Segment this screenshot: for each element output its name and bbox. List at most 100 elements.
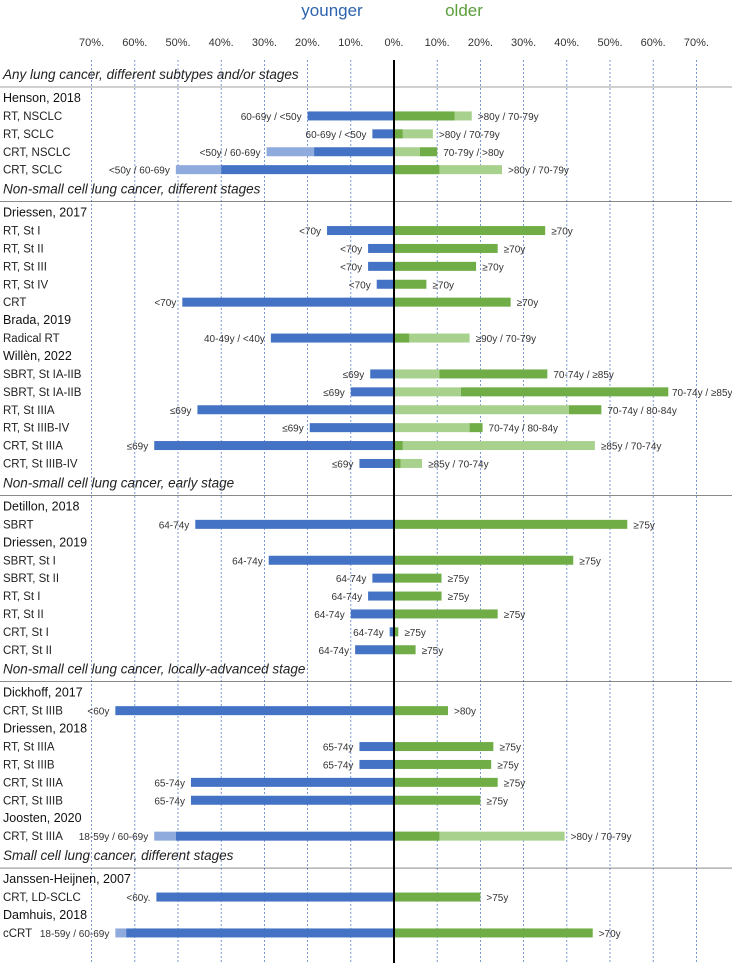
younger-annotation: 60-69y / <50y (306, 130, 367, 141)
older-header: older (445, 1, 483, 20)
older-annotation: >80y / 70-79y (508, 166, 569, 177)
row-label: RT, St IIIA (3, 742, 55, 754)
older-annotation: 70-74y / ≥85y (553, 370, 614, 381)
younger-bar (154, 441, 394, 451)
row-label: RT, St IV (3, 279, 48, 291)
study-title: Detillon, 2018 (3, 499, 79, 513)
study-title: Dickhoff, 2017 (3, 686, 83, 700)
older-bar-light (394, 831, 565, 841)
x-tick-label: 70%. (684, 37, 709, 49)
younger-bar (372, 129, 394, 139)
older-bar (394, 226, 546, 236)
older-annotation: ≥85y / 70-74y (601, 442, 662, 453)
older-annotation: ≥75y (497, 760, 519, 771)
younger-bar (175, 831, 394, 841)
row-label: RT, NSCLC (3, 111, 62, 123)
younger-bar (355, 645, 394, 655)
older-annotation: ≥70y (432, 280, 454, 291)
older-bar-light (394, 387, 461, 397)
younger-annotation: <70y (299, 227, 321, 238)
x-tick-label: 60%. (122, 37, 147, 49)
row-label: RT, St IIIB-IV (3, 423, 70, 435)
younger-annotation: 64-74y (336, 574, 367, 585)
younger-bar (368, 591, 394, 601)
older-bar (394, 627, 399, 637)
older-bar (394, 458, 401, 468)
older-bar (394, 831, 440, 841)
younger-annotation: ≤69y (343, 370, 365, 381)
younger-annotation: ≤69y (282, 424, 304, 435)
older-annotation: 70-74y / 80-84y (489, 424, 559, 435)
younger-bar (190, 795, 394, 805)
older-bar (394, 297, 511, 307)
older-annotation: ≥75y (504, 610, 526, 621)
study-title: Willèn, 2022 (3, 349, 72, 363)
older-annotation: ≥75y (579, 556, 601, 567)
younger-bar (368, 261, 394, 271)
x-tick-label: 20%. (295, 37, 320, 49)
older-bar (394, 777, 498, 787)
younger-annotation: 64-74y (332, 592, 363, 603)
older-annotation: ≥75y (422, 646, 444, 657)
x-tick-label: 30%. (252, 37, 277, 49)
older-annotation: ≥70y (504, 244, 526, 255)
study-title: Henson, 2018 (3, 91, 81, 105)
younger-bar (270, 333, 394, 343)
study-title: Driessen, 2018 (3, 722, 87, 736)
section-title: Non-small cell lung cancer, early stage (3, 475, 234, 490)
row-label: CRT, SCLC (3, 165, 62, 177)
older-annotation: ≥75y (448, 592, 470, 603)
older-bar-light (394, 441, 595, 451)
row-label: SBRT, St II (3, 573, 59, 585)
x-tick-label: 50%. (165, 37, 190, 49)
younger-bar (368, 243, 394, 253)
older-bar (394, 609, 498, 619)
younger-bar (314, 147, 394, 157)
younger-header: younger (301, 1, 363, 20)
study-title: Damhuis, 2018 (3, 908, 87, 922)
younger-bar (359, 458, 394, 468)
younger-annotation: 65-74y (323, 760, 354, 771)
row-label: RT, St II (3, 609, 44, 621)
row-label: CRT, St IIIB (3, 706, 63, 718)
younger-annotation: <50y / 60-69y (109, 166, 170, 177)
younger-bar (190, 777, 394, 787)
younger-bar (327, 226, 394, 236)
younger-annotation: ≤69y (127, 442, 149, 453)
younger-bar (372, 573, 394, 583)
older-bar-light (394, 405, 569, 415)
younger-bar (307, 111, 394, 121)
x-tick-label: 40%. (209, 37, 234, 49)
row-label: CRT, St IIIB-IV (3, 458, 78, 470)
older-bar (394, 706, 448, 716)
older-bar (394, 645, 416, 655)
row-label: CRT, St I (3, 627, 49, 639)
younger-annotation: 64-74y (353, 628, 384, 639)
row-label: SBRT, St IA-IIB (3, 369, 82, 381)
row-label: SBRT (3, 519, 33, 531)
x-tick-label: 60%. (641, 37, 666, 49)
younger-bar (350, 387, 394, 397)
section-title: Non-small cell lung cancer, locally-adva… (3, 662, 305, 677)
older-annotation: >80y / 70-79y (571, 832, 632, 843)
older-bar-light (394, 333, 470, 343)
older-bar (394, 795, 481, 805)
older-annotation: ≥75y (504, 778, 526, 789)
younger-annotation: 64-74y (314, 610, 345, 621)
row-label: CRT, LD-SCLC (3, 892, 81, 904)
older-annotation: ≥75y (499, 743, 521, 754)
older-bar (469, 423, 483, 433)
study-title: Janssen-Heijnen, 2007 (3, 872, 131, 886)
younger-annotation: 64-74y (232, 556, 263, 567)
row-label: RT, St I (3, 226, 41, 238)
older-bar-light (394, 423, 470, 433)
section-title: Non-small cell lung cancer, different st… (3, 182, 261, 197)
younger-bar (156, 892, 394, 902)
older-bar (394, 742, 494, 752)
older-bar (419, 147, 438, 157)
younger-bar (182, 297, 394, 307)
x-tick-label: 10%. (338, 37, 363, 49)
younger-annotation: 40-49y / <40y (204, 334, 265, 345)
older-bar (439, 369, 548, 379)
